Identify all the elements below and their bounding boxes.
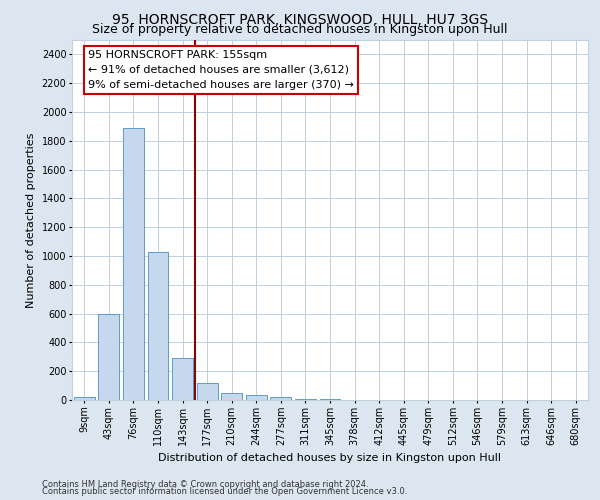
Text: 95, HORNSCROFT PARK, KINGSWOOD, HULL, HU7 3GS: 95, HORNSCROFT PARK, KINGSWOOD, HULL, HU… xyxy=(112,12,488,26)
Bar xyxy=(271,397,292,400)
Bar xyxy=(98,314,119,400)
Bar xyxy=(123,128,144,400)
Bar xyxy=(295,398,316,400)
Bar xyxy=(246,395,267,400)
Bar xyxy=(148,252,169,400)
Bar xyxy=(197,382,218,400)
Text: 95 HORNSCROFT PARK: 155sqm
← 91% of detached houses are smaller (3,612)
9% of se: 95 HORNSCROFT PARK: 155sqm ← 91% of deta… xyxy=(88,50,354,90)
X-axis label: Distribution of detached houses by size in Kingston upon Hull: Distribution of detached houses by size … xyxy=(158,454,502,464)
Bar xyxy=(74,398,95,400)
Y-axis label: Number of detached properties: Number of detached properties xyxy=(26,132,36,308)
Text: Contains HM Land Registry data © Crown copyright and database right 2024.: Contains HM Land Registry data © Crown c… xyxy=(42,480,368,489)
Text: Size of property relative to detached houses in Kingston upon Hull: Size of property relative to detached ho… xyxy=(92,22,508,36)
Bar xyxy=(172,358,193,400)
Bar xyxy=(221,393,242,400)
Text: Contains public sector information licensed under the Open Government Licence v3: Contains public sector information licen… xyxy=(42,487,407,496)
